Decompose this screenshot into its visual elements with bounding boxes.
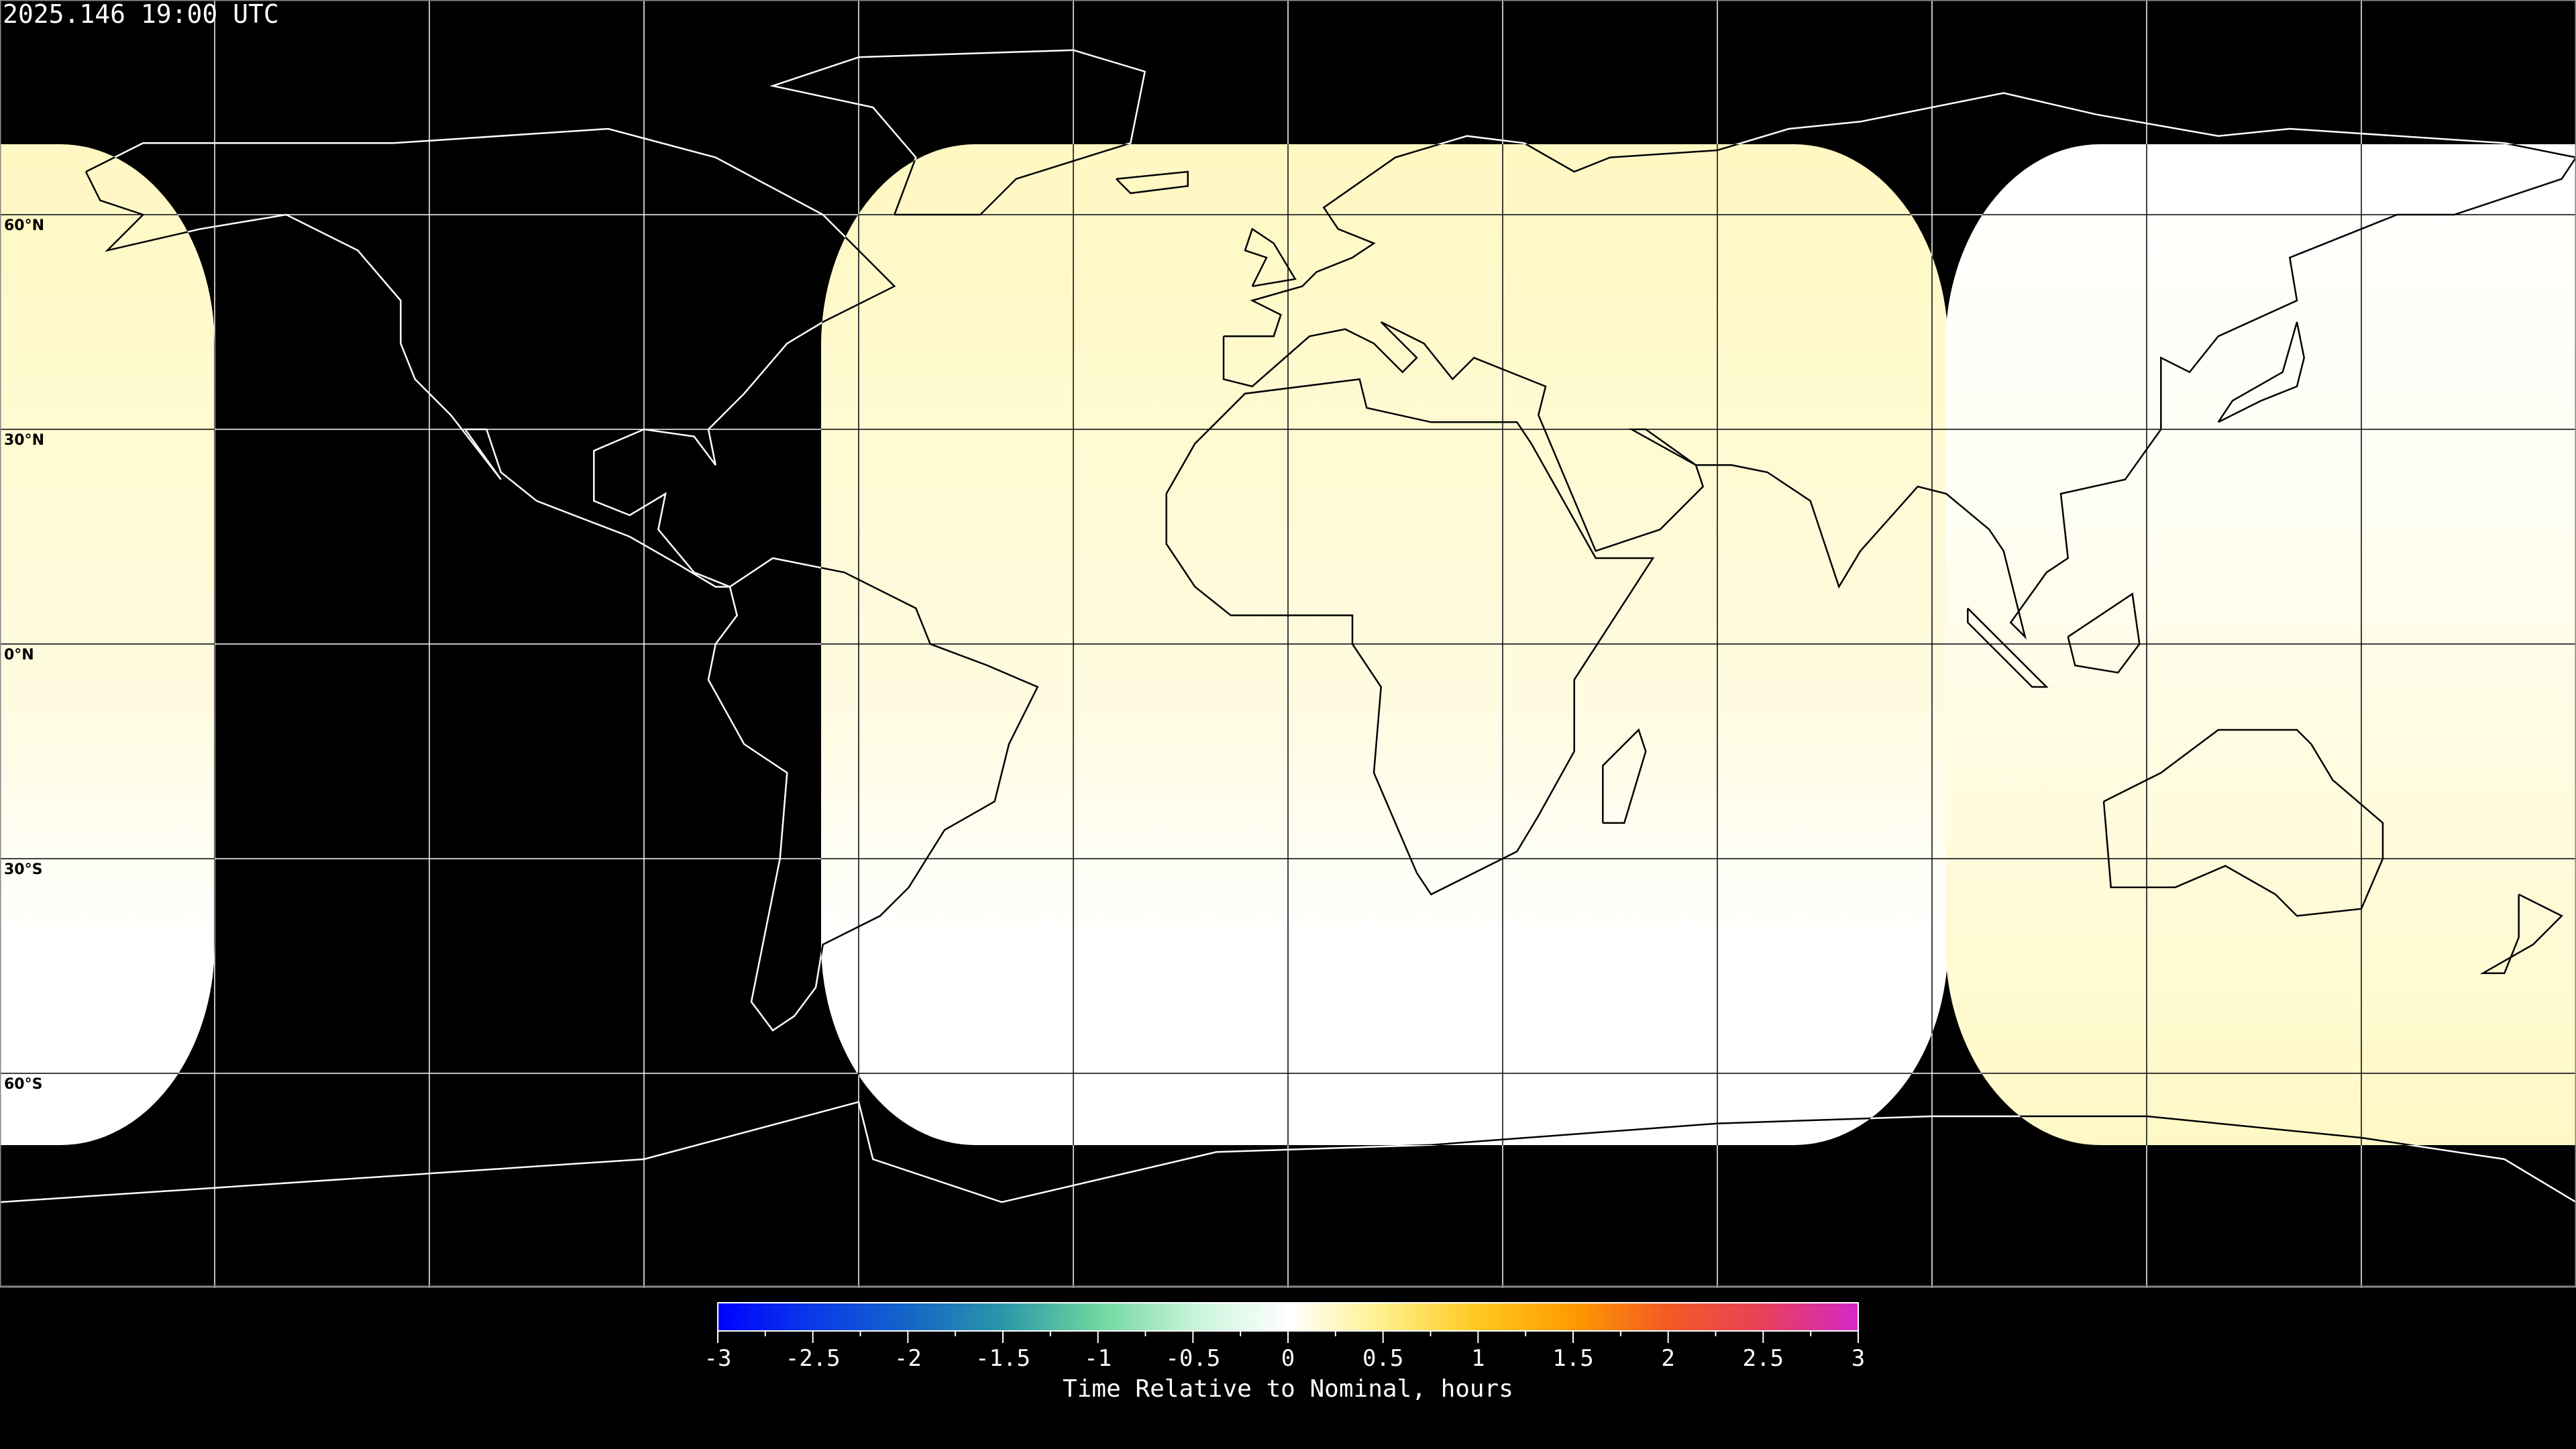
colorbar-tick-label: 2.5 (1743, 1345, 1784, 1372)
coastlines-covered (0, 0, 2576, 1288)
timestamp-title: 2025.146 19:00 UTC (3, 0, 279, 29)
coastline-new-zealand (2479, 894, 2563, 974)
colorbar-tick-label: 2 (1661, 1345, 1674, 1372)
latitude-label: 30°N (4, 432, 45, 449)
map-border (0, 0, 2576, 1288)
coastline-madagascar (1602, 728, 1647, 824)
coverage-footprint-2 (1945, 144, 2576, 1145)
world-map (0, 0, 2576, 1288)
colorbar-tick-label: -1 (1084, 1345, 1112, 1372)
colorbar-tick-label: -2.5 (786, 1345, 841, 1372)
coastline-africa (1165, 378, 1655, 896)
colorbar-label: Time Relative to Nominal, hours (1063, 1375, 1513, 1403)
coastline-australia (2102, 729, 2384, 917)
coastline-antarctica (0, 1101, 2576, 1145)
colorbar-tick-label: -3 (704, 1345, 732, 1372)
colorbar-tick-label: -2 (894, 1345, 922, 1372)
latitude-label: 60°S (4, 1076, 43, 1093)
coastline-iceland (1116, 170, 1189, 195)
colorbar-gradient (717, 1302, 1859, 1332)
coastline-japan (2217, 321, 2305, 423)
coastline-sumatra (1967, 607, 2049, 688)
coastline-great-britain (1244, 227, 1297, 287)
coverage-footprint-1 (821, 144, 1948, 1145)
latitude-label: 60°N (4, 217, 45, 234)
coastline-eurasia (1222, 144, 2576, 640)
colorbar-tick-label: 3 (1851, 1345, 1865, 1372)
coastline-greenland (769, 144, 1146, 216)
latitude-label: 0°N (4, 647, 34, 663)
colorbar-tick-label: 1.5 (1552, 1345, 1593, 1372)
coastline-borneo (2067, 592, 2141, 674)
colorbar: -3 -2.5 -2 -1.5 -1 -0.5 0 0.5 1 1.5 2 2.5 3 (704, 1302, 1865, 1372)
colorbar-tick-label: -0.5 (1165, 1345, 1220, 1372)
colorbar-tick-label: 0 (1281, 1345, 1295, 1372)
colorbar-tick-label: -1.5 (975, 1345, 1030, 1372)
coverage-footprint-2-wrap (0, 144, 215, 1145)
latitude-label: 30°S (4, 861, 43, 878)
colorbar-tick-label: 1 (1471, 1345, 1485, 1372)
colorbar-tick-label: 0.5 (1362, 1345, 1403, 1372)
